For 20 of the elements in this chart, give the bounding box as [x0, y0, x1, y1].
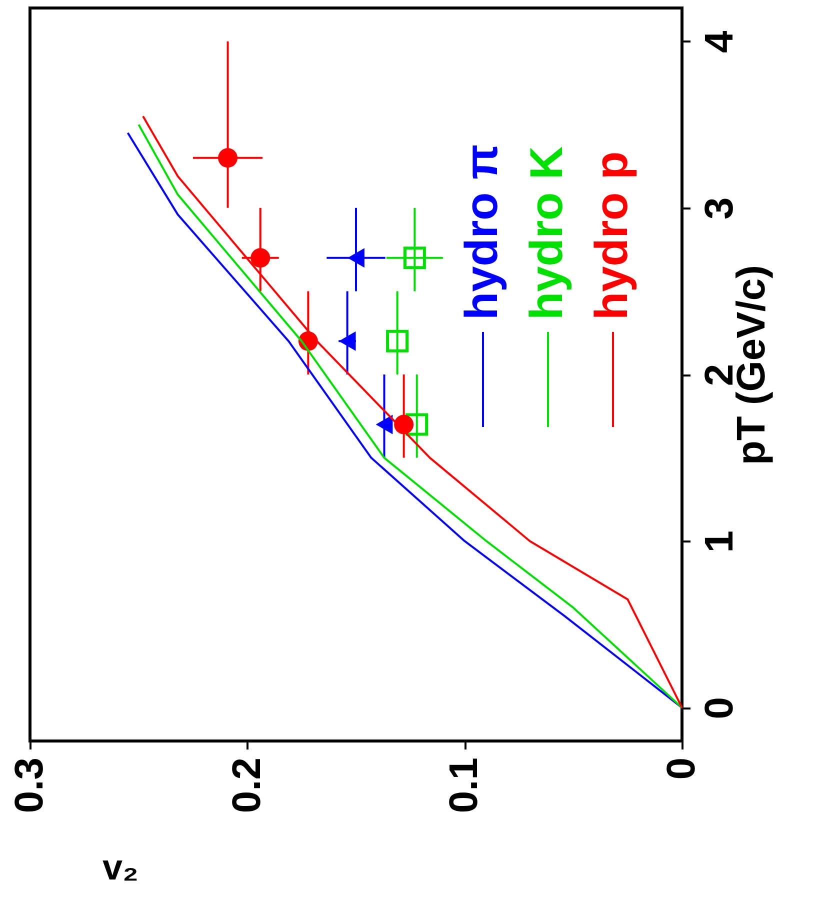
text: hydro p	[585, 151, 637, 320]
point	[406, 413, 428, 436]
point	[386, 330, 409, 352]
y-tick-label: 0	[698, 697, 742, 720]
point	[250, 248, 270, 268]
y-tick-label: 3	[698, 197, 742, 220]
point	[218, 148, 238, 168]
x-axis-title: v₂	[102, 846, 139, 888]
y-tick-label: 4	[698, 30, 742, 53]
x-tick-label: 0.3	[8, 758, 52, 814]
y-tick-label: 1	[698, 530, 742, 553]
x-tick-label: 0.2	[224, 758, 269, 814]
x-tick-label: 0	[660, 758, 704, 780]
point	[338, 331, 356, 351]
point	[403, 246, 426, 270]
x-tick-label: 0.1	[442, 758, 486, 814]
text: hydro π	[455, 144, 507, 320]
text: hydro K	[520, 146, 572, 320]
point	[376, 414, 393, 434]
point	[348, 248, 364, 268]
